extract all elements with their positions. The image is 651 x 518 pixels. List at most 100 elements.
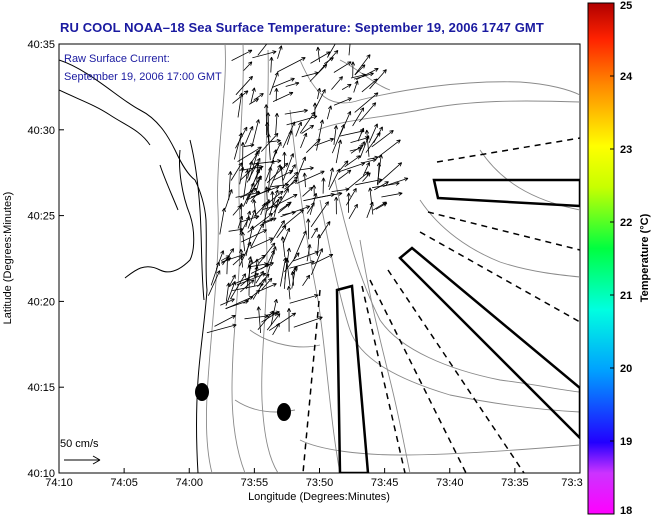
current-vector-arrow xyxy=(376,154,383,185)
current-vector-arrow xyxy=(262,199,271,229)
sector-dashed-lines xyxy=(302,137,580,473)
current-vector-arrow xyxy=(257,44,268,56)
current-vector-arrow xyxy=(302,274,311,287)
current-vector-arrow xyxy=(270,220,285,244)
colorbar-label: Temperature (°C) xyxy=(639,213,651,302)
current-vector-arrow xyxy=(249,237,274,249)
current-vector-arrow xyxy=(289,164,296,175)
current-vector-arrow xyxy=(296,170,325,184)
current-vector-arrow xyxy=(377,139,401,158)
current-vector-arrow xyxy=(346,192,351,213)
survey-box-east xyxy=(432,178,580,208)
current-vector-arrow xyxy=(364,129,370,157)
current-vector-arrow xyxy=(277,45,283,59)
current-vector-arrow xyxy=(335,139,343,164)
y-tick-label: 40:30 xyxy=(27,125,55,137)
current-vector-arrow xyxy=(257,310,274,330)
current-vector-arrow xyxy=(279,257,288,287)
surface-current-vectors xyxy=(206,44,409,336)
current-vector-arrow xyxy=(346,171,370,191)
current-vector-arrow xyxy=(272,170,294,182)
current-vector-arrow xyxy=(266,196,283,212)
x-tick-label: 73:40 xyxy=(436,477,464,489)
scale-arrow xyxy=(64,455,101,465)
current-vector-arrow xyxy=(338,160,349,172)
current-vector-arrow xyxy=(318,50,339,73)
current-vector-arrow xyxy=(312,191,343,199)
current-vector-arrow xyxy=(353,80,359,93)
current-vector-arrow xyxy=(208,270,221,296)
current-vector-arrow xyxy=(293,316,323,328)
current-vector-arrow xyxy=(219,207,226,235)
current-vector-arrow xyxy=(283,227,291,243)
current-vector-arrow xyxy=(261,277,273,290)
current-vector-arrow xyxy=(327,44,338,58)
current-vector-arrow xyxy=(281,209,305,228)
current-vector-arrow xyxy=(316,119,324,151)
current-vector-arrow xyxy=(326,105,332,120)
current-vector-arrow xyxy=(316,46,321,63)
current-vector-arrow xyxy=(285,81,300,87)
current-vector-arrow xyxy=(224,189,233,209)
current-vector-arrow xyxy=(369,69,387,90)
current-vector-arrow xyxy=(245,189,254,205)
current-vector-arrow xyxy=(293,230,307,259)
current-vector-arrow xyxy=(299,166,314,171)
y-tick-label: 40:10 xyxy=(27,468,55,480)
current-vector-arrow xyxy=(356,68,379,81)
x-tick-label: 73:3 xyxy=(561,477,582,489)
current-vector-arrow xyxy=(354,54,371,76)
current-vector-arrow xyxy=(252,119,260,145)
current-vector-arrow xyxy=(264,186,269,201)
current-vector-arrow xyxy=(286,308,292,332)
current-vector-arrow xyxy=(232,283,264,291)
colorbar-tick-label: 19 xyxy=(620,436,632,448)
current-vector-arrow xyxy=(300,132,308,149)
current-vector-arrow xyxy=(348,44,351,56)
current-vector-arrow xyxy=(306,218,311,240)
current-vector-arrow xyxy=(274,88,279,101)
colorbar-tick-label: 18 xyxy=(620,505,632,517)
current-vector-arrow xyxy=(266,162,289,184)
current-vector-arrow xyxy=(361,78,378,93)
current-vector-arrow xyxy=(268,312,297,331)
current-vector-arrow xyxy=(247,209,256,229)
current-vector-arrow xyxy=(371,130,394,148)
current-vector-arrow xyxy=(214,315,236,327)
current-vector-arrow xyxy=(266,313,281,331)
current-vector-arrow xyxy=(239,215,260,223)
current-vector-arrow xyxy=(348,203,358,220)
current-vector-arrow xyxy=(235,75,253,96)
current-vector-arrow xyxy=(312,254,334,265)
y-tick-label: 40:35 xyxy=(27,39,55,51)
current-vector-arrow xyxy=(306,202,315,214)
current-vector-arrow xyxy=(350,144,364,154)
buoy-marker-east xyxy=(277,403,291,421)
current-vector-arrow xyxy=(263,217,277,224)
current-vector-arrow xyxy=(228,274,236,287)
current-vector-arrow xyxy=(350,136,370,143)
current-vector-arrow xyxy=(261,312,278,323)
current-vector-arrow xyxy=(301,124,315,134)
current-vector-arrow xyxy=(265,190,284,206)
current-vector-arrow xyxy=(237,146,262,162)
x-tick-label: 74:00 xyxy=(175,477,203,489)
current-vector-arrow xyxy=(225,296,254,310)
current-vector-arrow xyxy=(279,201,292,211)
current-vector-arrow xyxy=(361,158,377,164)
scale-label: 50 cm/s xyxy=(60,438,99,450)
current-vector-arrow xyxy=(293,250,319,262)
current-vector-arrow xyxy=(239,203,244,233)
current-vector-arrow xyxy=(270,194,298,209)
current-vector-arrow xyxy=(339,129,365,137)
current-vector-arrow xyxy=(282,153,295,181)
current-vector-arrow xyxy=(256,306,261,334)
current-vector-arrow xyxy=(350,61,356,78)
current-vector-arrow xyxy=(250,262,274,274)
current-vector-arrow xyxy=(312,102,318,116)
current-vector-arrow xyxy=(269,72,279,96)
current-vector-arrow xyxy=(256,242,276,266)
current-vector-arrow xyxy=(280,236,286,258)
y-tick-label: 40:25 xyxy=(27,211,55,223)
x-tick-label: 73:50 xyxy=(306,477,334,489)
